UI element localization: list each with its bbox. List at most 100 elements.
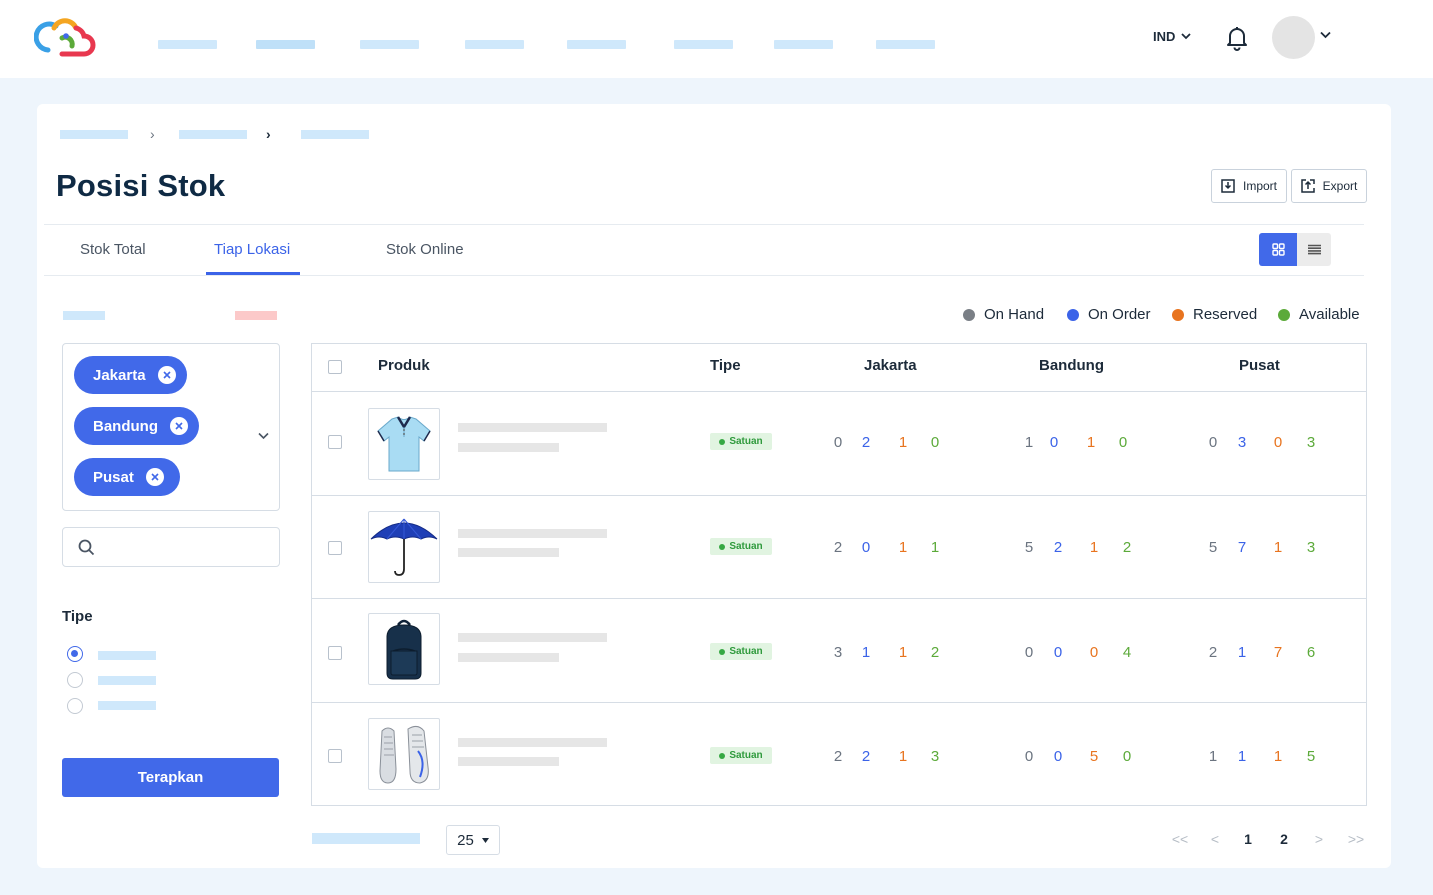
- nav-menu-item[interactable]: [158, 40, 217, 49]
- column-header-pusat[interactable]: Pusat: [1239, 357, 1280, 374]
- tab-tiap-lokasi[interactable]: Tiap Lokasi: [214, 241, 291, 258]
- available-value: 2: [930, 644, 940, 661]
- user-avatar[interactable]: [1272, 16, 1315, 59]
- on-hand-value: 0: [833, 434, 843, 451]
- close-icon[interactable]: [145, 468, 164, 486]
- column-header-jakarta[interactable]: Jakarta: [864, 357, 917, 374]
- column-header-bandung[interactable]: Bandung: [1039, 357, 1104, 374]
- page-1-button[interactable]: 1: [1244, 831, 1252, 847]
- available-value: 3: [1306, 539, 1316, 556]
- notification-bell-icon[interactable]: [1225, 25, 1249, 51]
- tipe-badge: Satuan: [710, 433, 772, 450]
- legend-label: On Hand: [984, 306, 1045, 323]
- on-order-value: 2: [1053, 539, 1063, 556]
- product-name-placeholder: [458, 423, 607, 432]
- row-checkbox[interactable]: [328, 541, 342, 555]
- dot-icon: [1278, 308, 1290, 321]
- per-page-select[interactable]: 25: [446, 825, 500, 855]
- stock-table: [311, 343, 1367, 806]
- reserved-value: 7: [1273, 644, 1283, 661]
- reserved-value: 1: [898, 644, 908, 661]
- first-page-button[interactable]: <<: [1171, 831, 1189, 847]
- tab-stok-total[interactable]: Stok Total: [80, 241, 146, 258]
- available-value: 0: [1118, 434, 1128, 451]
- product-image: [368, 718, 440, 790]
- on-hand-value: 5: [1208, 539, 1218, 556]
- nav-menu-item[interactable]: [465, 40, 524, 49]
- available-value: 0: [930, 434, 940, 451]
- available-value: 2: [1122, 539, 1132, 556]
- page-info-placeholder: [312, 833, 420, 844]
- nav-menu-item[interactable]: [360, 40, 419, 49]
- legend-on-order: On Order: [1067, 306, 1151, 323]
- page-title: Posisi Stok: [56, 168, 226, 203]
- breadcrumb-item[interactable]: [179, 130, 247, 139]
- nav-menu-item[interactable]: [256, 40, 315, 49]
- close-icon[interactable]: [157, 366, 176, 384]
- list-view-button[interactable]: [1297, 233, 1331, 266]
- nav-menu-item[interactable]: [876, 40, 935, 49]
- product-name-placeholder: [458, 633, 607, 642]
- nav-menu-item[interactable]: [774, 40, 833, 49]
- reserved-value: 1: [1089, 539, 1099, 556]
- chip-label: Jakarta: [93, 366, 146, 384]
- prev-page-button[interactable]: <: [1210, 831, 1220, 847]
- import-icon: [1221, 179, 1235, 193]
- on-order-value: 0: [1049, 434, 1059, 451]
- radio-option-label: [98, 651, 156, 660]
- reserved-value: 1: [898, 748, 908, 765]
- clear-filter-link[interactable]: [235, 311, 277, 320]
- on-hand-value: 1: [1208, 748, 1218, 765]
- import-button[interactable]: Import: [1211, 169, 1287, 203]
- location-chip-bandung: Bandung: [74, 407, 199, 445]
- nav-menu-item[interactable]: [567, 40, 626, 49]
- location-chip-jakarta: Jakarta: [74, 356, 187, 394]
- column-header-produk[interactable]: Produk: [378, 357, 430, 374]
- legend-reserved: Reserved: [1172, 306, 1257, 323]
- close-icon[interactable]: [170, 417, 188, 435]
- breadcrumb-item[interactable]: [60, 130, 128, 139]
- tipe-radio-option[interactable]: [67, 672, 83, 688]
- language-selector[interactable]: IND: [1153, 29, 1192, 44]
- divider: [312, 495, 1366, 496]
- row-checkbox[interactable]: [328, 646, 342, 660]
- sneakers-icon: [379, 725, 429, 784]
- legend-available: Available: [1278, 306, 1360, 323]
- chevron-down-icon[interactable]: [258, 432, 269, 440]
- grid-view-button[interactable]: [1259, 233, 1297, 266]
- available-value: 5: [1306, 748, 1316, 765]
- radio-option-label: [98, 701, 156, 710]
- top-navbar: IND: [0, 0, 1433, 78]
- column-header-tipe[interactable]: Tipe: [710, 357, 741, 374]
- dot-icon: [1172, 308, 1184, 321]
- tab-stok-online[interactable]: Stok Online: [386, 241, 464, 258]
- on-order-value: 1: [1237, 748, 1247, 765]
- on-hand-value: 2: [833, 539, 843, 556]
- select-all-checkbox[interactable]: [328, 360, 342, 374]
- product-sku-placeholder: [458, 548, 559, 557]
- nav-menu-item[interactable]: [674, 40, 733, 49]
- apply-button[interactable]: Terapkan: [62, 758, 279, 797]
- row-checkbox[interactable]: [328, 435, 342, 449]
- dot-icon: [1067, 308, 1079, 321]
- location-chip-pusat: Pusat: [74, 458, 180, 496]
- product-name-placeholder: [458, 529, 607, 538]
- tipe-radio-option[interactable]: [67, 646, 83, 662]
- polo-shirt-icon: [377, 416, 431, 472]
- on-hand-value: 2: [833, 748, 843, 765]
- on-hand-value: 2: [1208, 644, 1218, 661]
- export-button[interactable]: Export: [1291, 169, 1367, 203]
- chevron-down-icon[interactable]: [1320, 31, 1331, 39]
- on-order-value: 3: [1237, 434, 1247, 451]
- last-page-button[interactable]: >>: [1347, 831, 1365, 847]
- product-name-placeholder: [458, 738, 607, 747]
- location-multiselect[interactable]: [62, 343, 280, 511]
- page-2-button[interactable]: 2: [1280, 831, 1288, 847]
- row-checkbox[interactable]: [328, 749, 342, 763]
- app-logo-icon[interactable]: [34, 16, 102, 60]
- divider: [312, 598, 1366, 599]
- tipe-radio-option[interactable]: [67, 698, 83, 714]
- search-input[interactable]: [62, 527, 280, 567]
- next-page-button[interactable]: >: [1314, 831, 1324, 847]
- chevron-right-icon: ›: [266, 126, 271, 142]
